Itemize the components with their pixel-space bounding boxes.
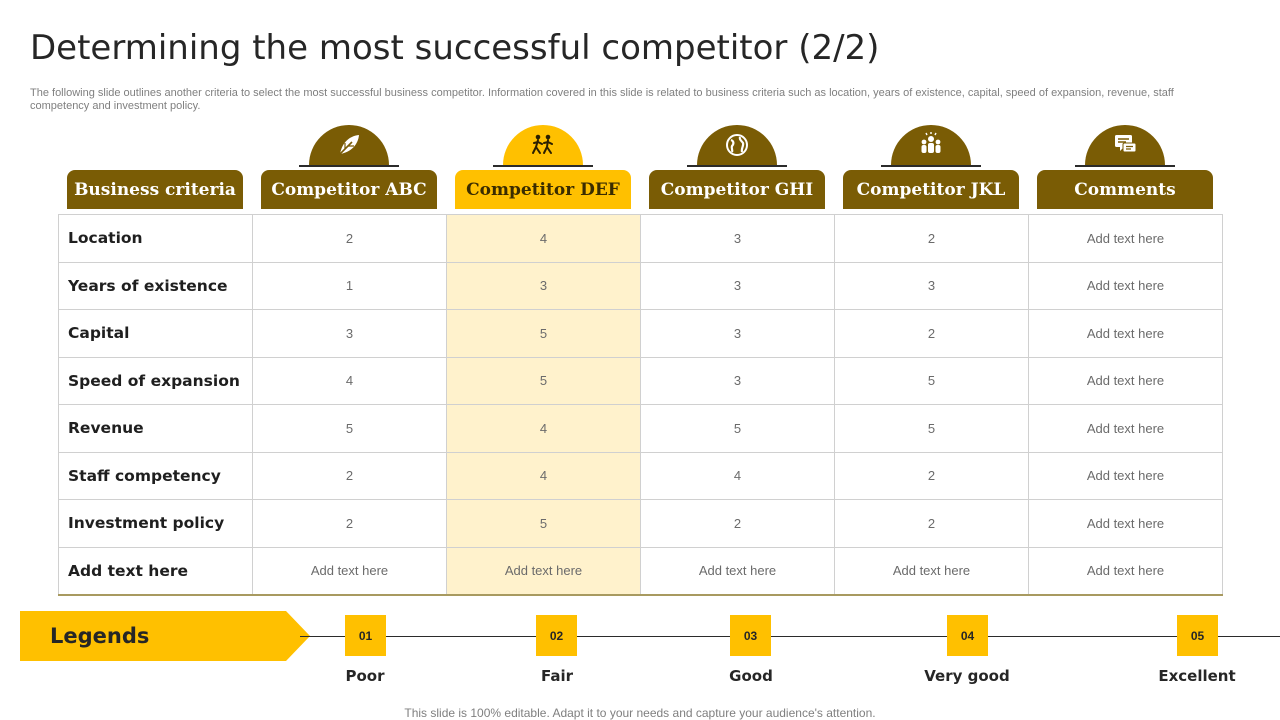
dome-underline-jkl: [881, 165, 981, 167]
score-cell-abc: 4: [252, 356, 447, 405]
score-cell-abc: Add text here: [252, 546, 447, 596]
footer-note: This slide is 100% editable. Adapt it to…: [404, 706, 876, 720]
criteria-cell: Years of existence: [58, 261, 253, 310]
criteria-cell: Location: [58, 214, 253, 263]
table-row: Speed of expansion 4 5 3 5 Add text here: [58, 356, 1223, 405]
score-cell-jkl: 2: [834, 309, 1029, 358]
slide-subtitle: The following slide outlines another cri…: [30, 87, 1174, 112]
score-cell-ghi: 3: [640, 356, 835, 405]
score-cell-ghi: 3: [640, 261, 835, 310]
globe-icon: [726, 134, 748, 156]
score-cell-jkl: 2: [834, 214, 1029, 263]
score-cell-jkl: Add text here: [834, 546, 1029, 596]
legend-number-02: 02: [536, 615, 577, 656]
header-business-criteria: Business criteria: [67, 170, 243, 209]
header-competitor-def: Competitor DEF: [455, 170, 631, 209]
score-cell-def: 3: [446, 261, 641, 310]
competitor-abc-dome: [309, 125, 389, 165]
score-cell-def: Add text here: [446, 546, 641, 596]
legend-timeline: [300, 636, 1280, 637]
criteria-cell: Capital: [58, 309, 253, 358]
score-cell-ghi: 2: [640, 499, 835, 548]
score-cell-jkl: 5: [834, 404, 1029, 453]
dome-underline-comments: [1075, 165, 1175, 167]
header-competitor-abc: Competitor ABC: [261, 170, 437, 209]
dome-underline-def: [493, 165, 593, 167]
score-cell-def: 4: [446, 214, 641, 263]
score-cell-ghi: Add text here: [640, 546, 835, 596]
score-cell-abc: 5: [252, 404, 447, 453]
comments-dome: [1085, 125, 1165, 165]
header-competitor-jkl: Competitor JKL: [843, 170, 1019, 209]
competitor-ghi-dome: [697, 125, 777, 165]
header-comments: Comments: [1037, 170, 1213, 209]
score-cell-jkl: 3: [834, 261, 1029, 310]
score-cell-ghi: 3: [640, 309, 835, 358]
comment-cell: Add text here: [1028, 404, 1223, 453]
legend-label-very-good: Very good: [924, 667, 1010, 685]
score-cell-jkl: 2: [834, 451, 1029, 500]
legend-banner: [20, 611, 310, 661]
score-cell-def: 4: [446, 451, 641, 500]
score-cell-jkl: 5: [834, 356, 1029, 405]
criteria-cell: Investment policy: [58, 499, 253, 548]
legend-number-01: 01: [345, 615, 386, 656]
comment-cell: Add text here: [1028, 214, 1223, 263]
legend-title: Legends: [50, 624, 150, 648]
team-icon: [921, 132, 941, 153]
legend-number-03: 03: [730, 615, 771, 656]
slide-title: Determining the most successful competit…: [30, 28, 880, 68]
score-cell-abc: 2: [252, 451, 447, 500]
legend-label-poor: Poor: [345, 667, 385, 685]
legend-number-05: 05: [1177, 615, 1218, 656]
comment-cell: Add text here: [1028, 309, 1223, 358]
table-row: Years of existence 1 3 3 3 Add text here: [58, 261, 1223, 310]
table-row: Investment policy 2 5 2 2 Add text here: [58, 499, 1223, 548]
dome-underline-abc: [299, 165, 399, 167]
comment-cell: Add text here: [1028, 356, 1223, 405]
legend-label-fair: Fair: [540, 667, 574, 685]
score-cell-ghi: 5: [640, 404, 835, 453]
criteria-cell: Speed of expansion: [58, 356, 253, 405]
legend-label-good: Good: [729, 667, 773, 685]
legend-number-04: 04: [947, 615, 988, 656]
table-row: Location 2 4 3 2 Add text here: [58, 214, 1223, 263]
comment-cell: Add text here: [1028, 261, 1223, 310]
criteria-cell: Staff competency: [58, 451, 253, 500]
criteria-cell: Revenue: [58, 404, 253, 453]
score-cell-abc: 2: [252, 214, 447, 263]
competitor-jkl-dome: [891, 125, 971, 165]
leaf-icon: [339, 135, 359, 155]
score-cell-jkl: 2: [834, 499, 1029, 548]
score-cell-abc: 1: [252, 261, 447, 310]
table-row: Capital 3 5 3 2 Add text here: [58, 309, 1223, 358]
competitor-def-dome: [503, 125, 583, 165]
comment-cell: Add text here: [1028, 499, 1223, 548]
comment-cell: Add text here: [1028, 451, 1223, 500]
comparison-table: Location 2 4 3 2 Add text here Years of …: [58, 214, 1223, 596]
table-row: Staff competency 2 4 4 2 Add text here: [58, 451, 1223, 500]
legend-label-excellent: Excellent: [1158, 667, 1236, 685]
score-cell-def: 5: [446, 499, 641, 548]
score-cell-abc: 2: [252, 499, 447, 548]
comment-cell: Add text here: [1028, 546, 1223, 596]
score-cell-def: 5: [446, 309, 641, 358]
score-cell-def: 5: [446, 356, 641, 405]
table-row: Revenue 5 4 5 5 Add text here: [58, 404, 1223, 453]
score-cell-abc: 3: [252, 309, 447, 358]
score-cell-def: 4: [446, 404, 641, 453]
people-running-icon: [532, 134, 553, 154]
score-cell-ghi: 4: [640, 451, 835, 500]
table-row: Add text here Add text here Add text her…: [58, 546, 1223, 596]
score-cell-ghi: 3: [640, 214, 835, 263]
header-competitor-ghi: Competitor GHI: [649, 170, 825, 209]
dome-underline-ghi: [687, 165, 787, 167]
criteria-cell: Add text here: [58, 546, 253, 596]
chat-icon: [1115, 135, 1137, 153]
